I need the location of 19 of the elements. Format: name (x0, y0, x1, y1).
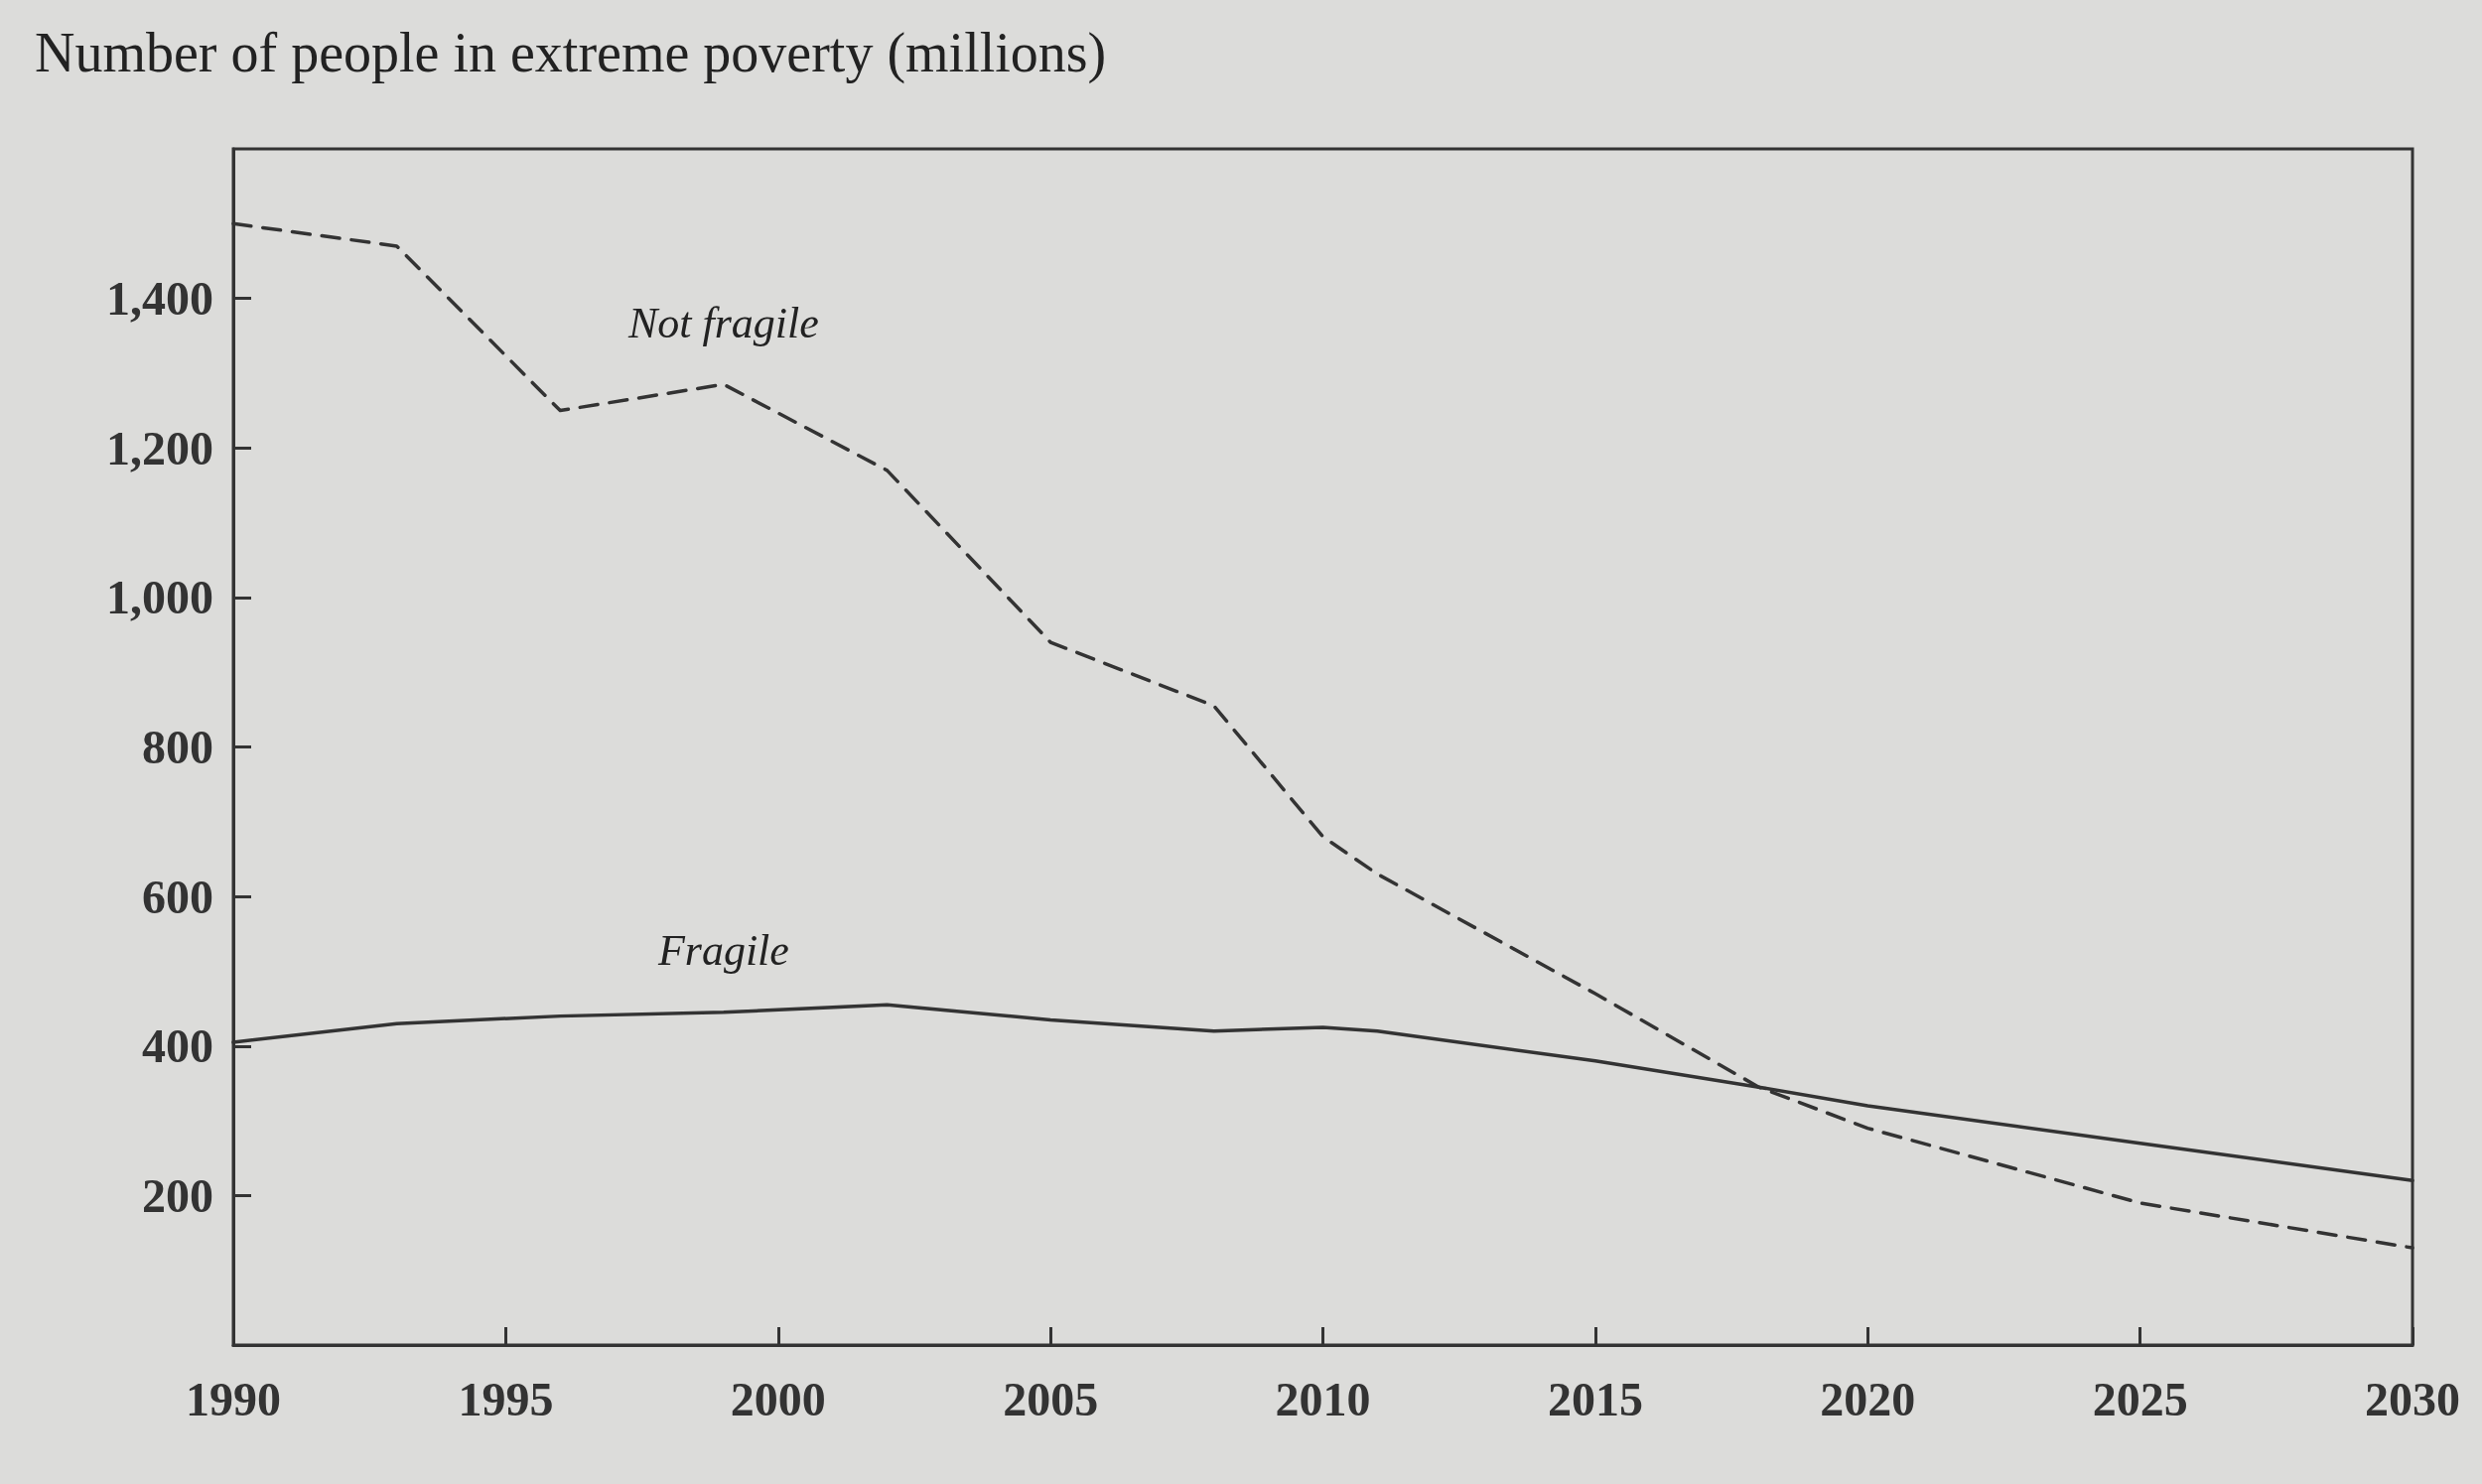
x-tick-label: 2005 (1003, 1372, 1099, 1425)
chart-title: Number of people in extreme poverty (millions) (35, 22, 1107, 84)
y-tick-label: 800 (142, 721, 213, 773)
x-tick-label: 2015 (1547, 1372, 1643, 1425)
y-tick-label: 600 (142, 870, 213, 923)
y-tick-label: 1,200 (106, 421, 213, 474)
y-tick-label: 1,000 (106, 571, 213, 624)
y-tick-label: 1,400 (106, 272, 213, 326)
series-label: Fragile (656, 926, 789, 976)
x-tick-label: 2025 (2092, 1372, 2188, 1425)
y-tick-label: 200 (142, 1168, 213, 1222)
x-tick-label: 2010 (1275, 1372, 1371, 1425)
y-tick-label: 400 (142, 1019, 213, 1073)
x-tick-label: 1990 (186, 1372, 281, 1425)
x-tick-label: 2020 (1820, 1372, 1916, 1425)
series-label: Not fragile (626, 298, 819, 347)
x-tick-label: 1995 (458, 1372, 554, 1425)
x-tick-label: 2030 (2365, 1372, 2460, 1425)
x-tick-label: 2000 (730, 1372, 826, 1425)
